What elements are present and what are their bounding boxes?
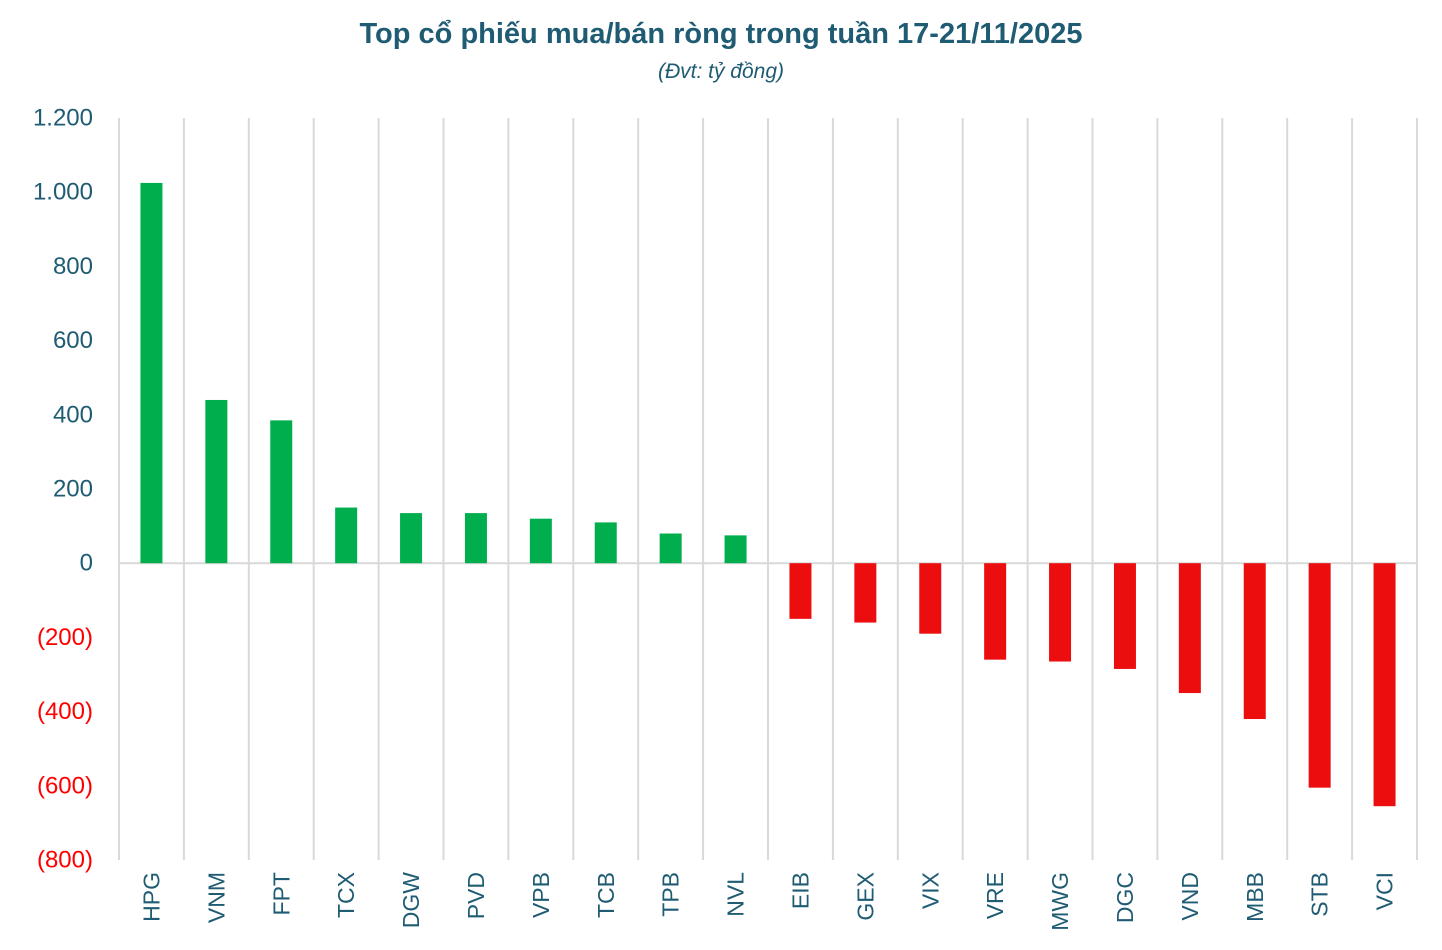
y-tick-label: (200)	[37, 624, 93, 651]
y-tick-label: 600	[53, 327, 93, 354]
x-label-GEX: GEX	[852, 872, 878, 921]
bar-STB	[1308, 563, 1331, 788]
bar-NVL	[724, 535, 747, 564]
y-tick-label: (400)	[37, 698, 93, 725]
chart-title: Top cổ phiếu mua/bán ròng trong tuần 17-…	[359, 18, 1083, 50]
bar-DGC	[1113, 563, 1136, 669]
x-label-VPB: VPB	[528, 872, 554, 918]
x-label-TCX: TCX	[333, 872, 359, 918]
y-tick-label: 200	[53, 476, 93, 503]
bar-VND	[1178, 563, 1201, 694]
bar-MWG	[1049, 563, 1072, 662]
x-label-STB: STB	[1307, 872, 1333, 917]
bar-GEX	[854, 563, 877, 623]
x-label-MWG: MWG	[1047, 872, 1073, 931]
bar-DGW	[400, 513, 423, 564]
bar-FPT	[270, 420, 293, 564]
x-label-TCB: TCB	[593, 872, 619, 918]
bar-TCX	[335, 507, 358, 564]
bar-MBB	[1243, 563, 1266, 720]
x-label-VNM: VNM	[203, 872, 229, 923]
x-label-NVL: NVL	[723, 872, 749, 917]
bar-HPG	[140, 182, 163, 564]
bar-VCI	[1373, 563, 1396, 807]
y-tick-label: 400	[53, 401, 93, 428]
y-tick-label: 1.200	[33, 105, 93, 132]
x-label-MBB: MBB	[1242, 872, 1268, 922]
bar-PVD	[464, 513, 487, 564]
x-label-EIB: EIB	[787, 872, 813, 909]
x-label-HPG: HPG	[138, 872, 164, 922]
x-label-VCI: VCI	[1372, 872, 1398, 910]
bar-VIX	[919, 563, 942, 634]
x-label-FPT: FPT	[268, 872, 294, 915]
y-tick-label: (600)	[37, 772, 93, 799]
bar-TCB	[594, 522, 617, 564]
x-label-PVD: PVD	[463, 872, 489, 919]
chart-subtitle: (Đvt: tỷ đồng)	[657, 60, 785, 83]
x-label-TPB: TPB	[658, 872, 684, 917]
y-tick-label: (800)	[37, 847, 93, 874]
bar-TPB	[659, 533, 682, 564]
bar-VRE	[984, 563, 1007, 660]
bar-VNM	[205, 399, 228, 564]
y-tick-label: 800	[53, 253, 93, 280]
bar-EIB	[789, 563, 812, 619]
x-label-VIX: VIX	[917, 872, 943, 909]
x-label-VND: VND	[1177, 872, 1203, 921]
x-label-DGC: DGC	[1112, 872, 1138, 923]
x-label-VRE: VRE	[982, 872, 1008, 919]
y-tick-label: 0	[80, 550, 93, 577]
bar-VPB	[529, 518, 552, 564]
y-tick-label: 1.000	[33, 179, 93, 206]
x-label-DGW: DGW	[398, 872, 424, 929]
